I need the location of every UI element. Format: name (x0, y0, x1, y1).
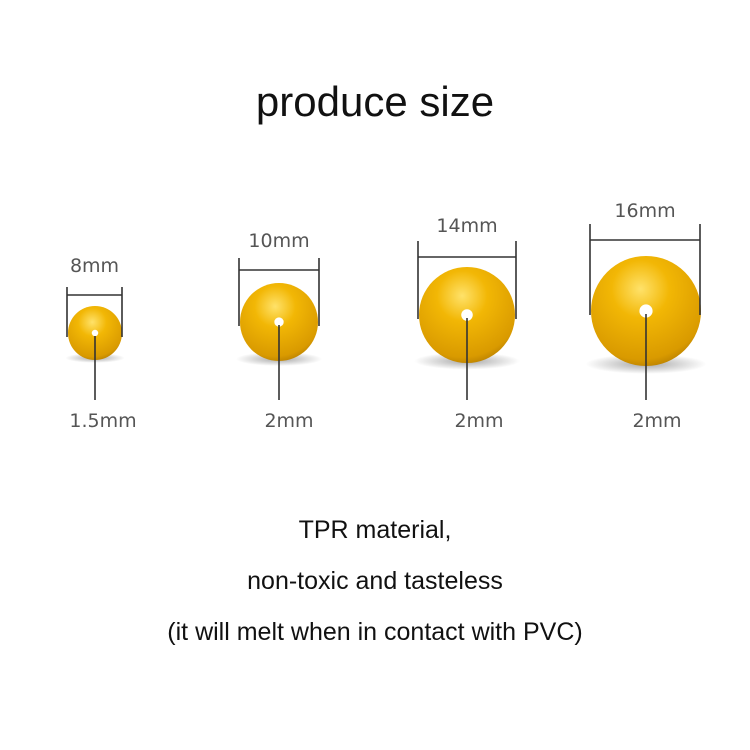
diameter-dimension-line (238, 258, 320, 326)
bead-3: 14mm 2mm (414, 215, 520, 432)
bead-2: 10mm 2mm (236, 230, 322, 432)
hole-size-label: 2mm (632, 410, 681, 432)
diameter-label: 14mm (436, 215, 497, 237)
page-title: produce size (255, 78, 495, 125)
note-pvc-warning: (it will melt when in contact with PVC) (167, 618, 583, 646)
diameter-dimension-line (66, 287, 123, 337)
bead-4: 16mm 2mm (585, 200, 707, 432)
hole-size-label: 1.5mm (69, 410, 136, 432)
bead-hole (91, 329, 99, 337)
note-safety: non-toxic and tasteless (247, 567, 503, 595)
diameter-label: 10mm (248, 230, 309, 252)
bead-hole (461, 309, 473, 321)
diameter-label: 16mm (614, 200, 675, 222)
hole-size-label: 2mm (264, 410, 313, 432)
bead-hole (274, 317, 284, 327)
bead-1: 8mm 1.5mm (65, 255, 137, 432)
diameter-dimension-line (417, 241, 517, 319)
bead-hole (639, 304, 653, 318)
diameter-label: 8mm (70, 255, 119, 277)
note-material: TPR material, (298, 516, 452, 544)
diameter-dimension-line (589, 224, 701, 315)
hole-size-label: 2mm (454, 410, 503, 432)
